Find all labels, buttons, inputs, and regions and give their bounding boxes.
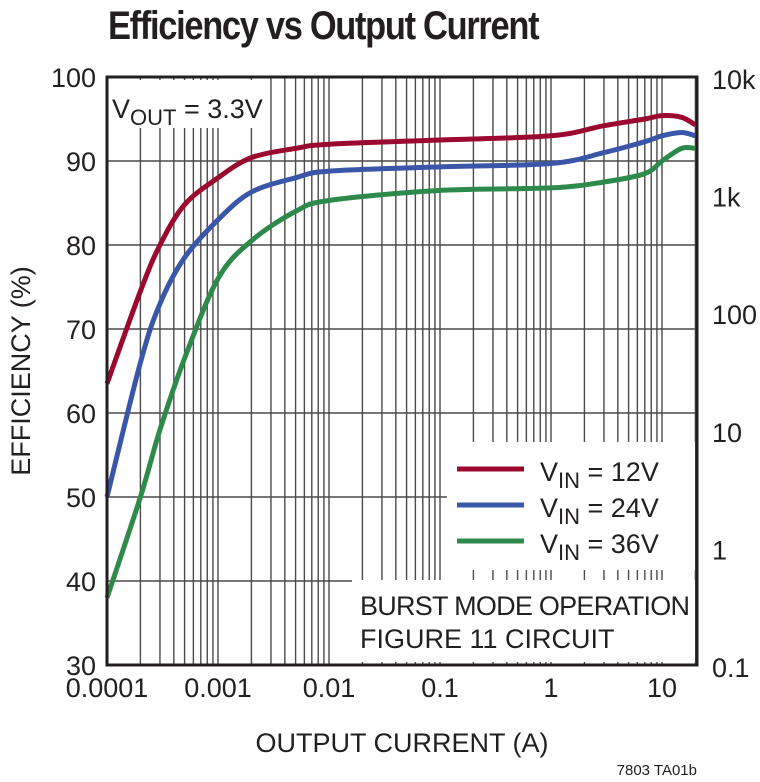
y2-tick-label: 10k: [712, 65, 756, 95]
legend-label-36v: VIN = 36V: [540, 529, 659, 565]
y2-tick-label: 1k: [712, 183, 741, 213]
legend-label-24v: VIN = 24V: [540, 493, 659, 529]
x-tick-label: 1: [543, 673, 558, 703]
vout-annotation: VOUT = 3.3V: [112, 94, 263, 130]
legend: VIN = 12V VIN = 24V VIN = 36V: [447, 442, 695, 570]
x-tick-label: 10: [647, 673, 677, 703]
y-tick-label: 90: [66, 147, 96, 177]
note-figure-circuit: FIGURE 11 CIRCUIT: [360, 624, 615, 654]
y2-tick-label: 0.1: [712, 653, 750, 683]
figure-code: 7803 TA01b: [617, 762, 697, 779]
x-axis-ticks: 0.0001 0.001 0.01 0.1 1 10: [66, 673, 677, 703]
y-tick-label: 50: [66, 483, 96, 513]
curve-12v: [104, 113, 697, 385]
y2-axis-ticks: 0.1 1 10 100 1k 10k: [712, 65, 757, 683]
grid-lines: [107, 77, 697, 665]
vout-label-bg: [110, 80, 260, 128]
y-tick-label: 100: [51, 63, 96, 93]
y-tick-label: 60: [66, 399, 96, 429]
y2-tick-label: 1: [712, 535, 727, 565]
x-axis-label: OUTPUT CURRENT (A): [255, 728, 548, 758]
x-tick-label: 0.0001: [66, 673, 149, 703]
y2-tick-label: 10: [712, 418, 742, 448]
y-tick-label: 40: [66, 567, 96, 597]
note-bg: [352, 580, 695, 662]
y-tick-label: 30: [66, 651, 96, 681]
x-tick-label: 0.01: [303, 673, 356, 703]
x-tick-label: 0.1: [421, 673, 459, 703]
curve-24v: [104, 129, 697, 498]
curve-36v: [104, 144, 696, 599]
plot-frame: [105, 75, 699, 667]
y-tick-label: 80: [66, 231, 96, 261]
y-axis-ticks: 30 40 50 60 70 80 90 100: [51, 63, 96, 681]
data-curves: [104, 113, 697, 599]
legend-label-12v: VIN = 12V: [540, 457, 659, 493]
chart-title: Efficiency vs Output Current: [108, 4, 540, 48]
y-tick-label: 70: [66, 315, 96, 345]
x-tick-label: 0.001: [184, 673, 252, 703]
note-burst-mode: BURST MODE OPERATION: [360, 591, 690, 621]
y2-tick-label: 100: [712, 300, 757, 330]
y-axis-label: EFFICIENCY (%): [6, 266, 36, 476]
